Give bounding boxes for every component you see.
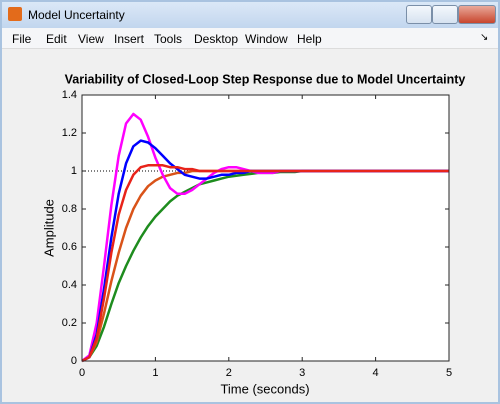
- y-tick-label: 1.4: [62, 89, 77, 101]
- x-tick-label: 2: [226, 367, 232, 379]
- y-tick-label: 0.4: [62, 279, 77, 291]
- menu-item[interactable]: Tools: [154, 32, 183, 46]
- y-tick-label: 0.8: [62, 203, 77, 215]
- menu-item[interactable]: Desktop: [194, 32, 239, 46]
- axes-box: [81, 94, 450, 362]
- figure: Variability of Closed-Loop Step Response…: [41, 72, 466, 396]
- y-axis-label: Amplitude: [41, 199, 56, 257]
- menu-item[interactable]: Window: [245, 32, 288, 46]
- close-button[interactable]: [458, 5, 496, 24]
- menu-item[interactable]: View: [78, 32, 104, 46]
- minimize-button[interactable]: [406, 5, 432, 24]
- maximize-button[interactable]: [432, 5, 458, 24]
- chart-title: Variability of Closed-Loop Step Response…: [65, 72, 466, 86]
- x-tick-label: 0: [79, 367, 85, 379]
- y-tick-label: 1.2: [62, 127, 77, 139]
- menu-item[interactable]: Help: [297, 32, 322, 46]
- title-bar: Model Uncertainty: [2, 2, 498, 28]
- y-tick-label: 0.2: [62, 317, 77, 329]
- y-tick-label: 1: [71, 165, 77, 177]
- app-icon: [8, 7, 22, 21]
- window-title: Model Uncertainty: [28, 8, 125, 22]
- x-axis-label: Time (seconds): [220, 381, 309, 396]
- series-line: [81, 164, 449, 363]
- menu-bar: File Edit View Insert Tools Desktop Wind…: [2, 28, 498, 49]
- x-tick-label: 1: [152, 367, 158, 379]
- x-tick-label: 5: [446, 367, 452, 379]
- dock-arrow[interactable]: ↘: [480, 32, 489, 43]
- x-tick-label: 4: [373, 367, 379, 379]
- menu-item[interactable]: Insert: [114, 32, 145, 46]
- axes-background: [82, 95, 449, 361]
- x-tick-label: 3: [299, 367, 305, 379]
- y-tick-label: 0: [71, 355, 77, 367]
- menu-item[interactable]: File: [12, 32, 32, 46]
- y-tick-label: 0.6: [62, 241, 77, 253]
- menu-item[interactable]: Edit: [46, 32, 67, 46]
